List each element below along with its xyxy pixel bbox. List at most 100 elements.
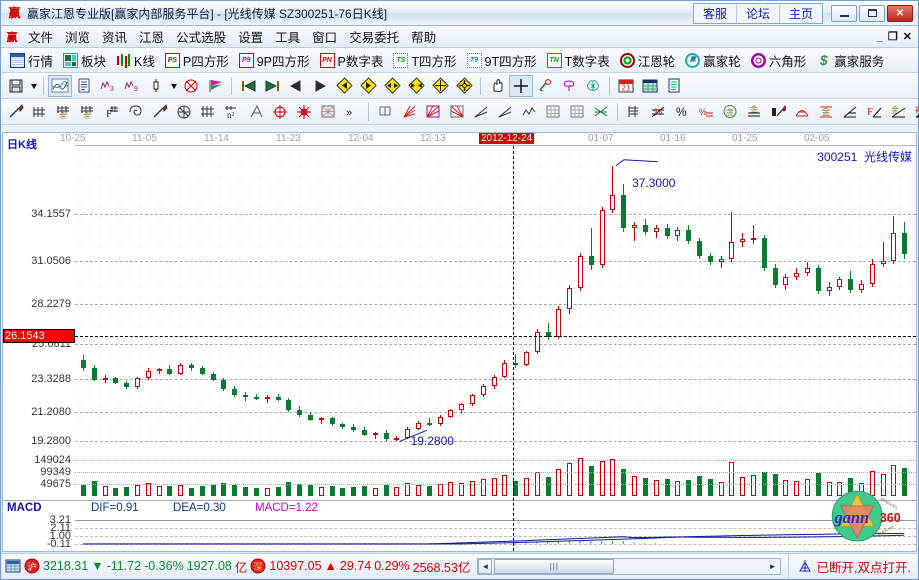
close-button[interactable]: ✕ — [887, 4, 913, 22]
expand-h-button[interactable] — [380, 75, 404, 97]
gold-grid1-button[interactable]: 金 — [52, 101, 76, 123]
menu-item-settings[interactable]: 设置 — [238, 31, 264, 45]
candle-button[interactable] — [144, 75, 168, 97]
last-page-button[interactable] — [260, 75, 284, 97]
gann-fan-button[interactable] — [28, 101, 52, 123]
module-winner-wheel[interactable]: 赢 赢家轮 — [680, 50, 746, 71]
zigzag-button[interactable] — [517, 101, 541, 123]
module-9t-square[interactable]: T9 9T四方形 — [462, 50, 542, 71]
spiral-button[interactable] — [124, 101, 148, 123]
zoom-out-button[interactable] — [428, 75, 452, 97]
prev-button[interactable] — [284, 75, 308, 97]
calendar-button[interactable]: 21 — [614, 75, 638, 97]
more-chevrons-button[interactable]: » — [340, 101, 364, 123]
pointer-pen-button[interactable] — [533, 75, 557, 97]
mdi-minimize-button[interactable]: _ — [876, 30, 883, 43]
square-grid-button[interactable] — [316, 101, 340, 123]
link-customer-service[interactable]: 客服 — [694, 3, 737, 23]
minimize-button[interactable] — [831, 4, 857, 22]
shanghai-index-icon[interactable]: 沪 — [24, 558, 40, 574]
shift-left-button[interactable] — [332, 75, 356, 97]
module-quote[interactable]: 行情 — [5, 50, 58, 71]
module-hexagon[interactable]: 六角形 — [746, 50, 812, 71]
shenzhen-index-icon[interactable]: 深 — [250, 558, 266, 574]
box-diag-button[interactable] — [421, 101, 445, 123]
link-forum[interactable]: 论坛 — [737, 3, 780, 23]
dropdown-caret2-button[interactable] — [168, 75, 179, 97]
cross-line-button[interactable] — [589, 101, 613, 123]
percent-line-button[interactable]: % — [646, 101, 670, 123]
module-winner-service[interactable]: $ 赢家服务 — [811, 50, 889, 71]
save-button[interactable] — [4, 75, 28, 97]
fan-red-button[interactable] — [397, 101, 421, 123]
rect-button[interactable] — [373, 101, 397, 123]
crosshair-button[interactable] — [509, 74, 533, 97]
module-p-number-table[interactable]: PN P数字表 — [315, 50, 389, 71]
menu-item-trade[interactable]: 交易委托 — [349, 31, 400, 45]
n2-button[interactable]: n² — [220, 101, 244, 123]
macd-panel[interactable]: MACD DIF=0.91 DEA=0.30 MACD=1.22 3.21 2.1… — [3, 500, 916, 551]
line2-button[interactable] — [493, 101, 517, 123]
mdi-close-button[interactable]: ✕ — [902, 31, 912, 43]
grid-a-button[interactable] — [541, 101, 565, 123]
status-scrollbar[interactable]: ◄ ||| ► — [477, 557, 781, 575]
scroll-right-button[interactable]: ► — [768, 561, 777, 571]
target2-button[interactable] — [292, 101, 316, 123]
gold-grid2-button[interactable]: 金 — [76, 101, 100, 123]
f-grid-button[interactable]: F — [100, 101, 124, 123]
module-p-square[interactable]: PS P四方形 — [160, 50, 234, 71]
module-9p-square[interactable]: P9 9P四方形 — [234, 50, 315, 71]
arc-button[interactable] — [790, 101, 814, 123]
table-button[interactable] — [638, 75, 662, 97]
circle-grid-button[interactable] — [172, 101, 196, 123]
hand-button[interactable] — [485, 75, 509, 97]
gold-line-button[interactable]: 金 — [742, 101, 766, 123]
flag-button[interactable] — [203, 75, 227, 97]
scroll-left-button[interactable]: ◄ — [478, 558, 493, 574]
menu-item-file[interactable]: 文件 — [28, 31, 54, 45]
box-fan-button[interactable] — [445, 101, 469, 123]
menu-item-help[interactable]: 帮助 — [411, 31, 437, 45]
gold-bar-button[interactable]: 金 — [814, 101, 838, 123]
menu-item-news[interactable]: 资讯 — [102, 31, 128, 45]
module-t-square[interactable]: TS T四方形 — [388, 50, 461, 71]
notes-button[interactable] — [662, 75, 686, 97]
chart-container[interactable]: 日K线 10-25 11-05 11-14 11-23 12-04 12-13 2012-1… — [2, 132, 917, 552]
grid-b-button[interactable] — [565, 101, 589, 123]
percent-button[interactable]: % — [670, 101, 694, 123]
angle2-button[interactable] — [838, 101, 862, 123]
line1-button[interactable] — [469, 101, 493, 123]
pencil-button[interactable] — [4, 101, 28, 123]
mdi-restore-button[interactable]: ❐ — [887, 31, 898, 43]
menu-item-browse[interactable]: 浏览 — [65, 31, 91, 45]
module-kline[interactable]: K线 — [111, 50, 160, 71]
menu-item-gann[interactable]: 江恩 — [139, 31, 165, 45]
menu-item-tools[interactable]: 工具 — [275, 31, 301, 45]
target-button[interactable] — [268, 101, 292, 123]
grid-hash-button[interactable] — [196, 101, 220, 123]
report-button[interactable] — [72, 75, 96, 97]
price-plot[interactable] — [75, 152, 916, 454]
red-angle-button[interactable]: 裡 — [910, 101, 919, 123]
brain-button[interactable] — [581, 75, 605, 97]
scroll-thumb[interactable]: ||| — [494, 558, 615, 574]
menu-item-window[interactable]: 窗口 — [312, 31, 338, 45]
paint-button[interactable] — [766, 101, 790, 123]
percent-small-button[interactable]: % — [694, 101, 718, 123]
module-gann-wheel[interactable]: 江恩轮 — [615, 50, 681, 71]
next-button[interactable] — [308, 75, 332, 97]
kline3-button[interactable]: 3 — [96, 75, 120, 97]
shift-right-button[interactable] — [356, 75, 380, 97]
first-page-button[interactable] — [236, 75, 260, 97]
kline-panel[interactable]: 300251 光线传媒 34.1557 31.0506 28.2279 25.6611… — [3, 146, 916, 551]
gold-angle-button[interactable]: 金 — [886, 101, 910, 123]
connection-status[interactable]: 已断开,双点打开. — [787, 554, 917, 578]
f-line-button[interactable]: F — [862, 101, 886, 123]
maximize-button[interactable] — [859, 4, 885, 22]
draw-pen-button[interactable] — [148, 101, 172, 123]
overlay-chart-button[interactable] — [48, 74, 72, 97]
link-homepage[interactable]: 主页 — [788, 6, 813, 21]
compress-h-button[interactable] — [404, 75, 428, 97]
volume-plot[interactable] — [75, 454, 916, 496]
gold-circle-button[interactable]: 金 — [718, 101, 742, 123]
